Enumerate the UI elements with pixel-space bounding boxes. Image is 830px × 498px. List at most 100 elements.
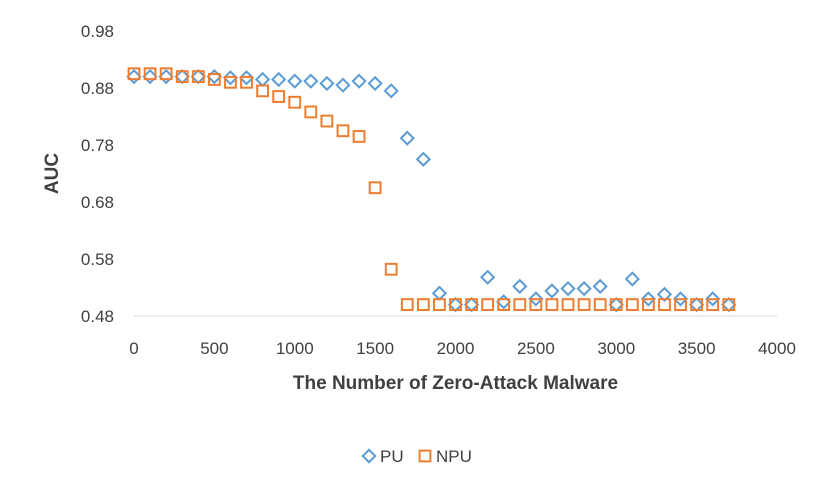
series-npu xyxy=(127,67,736,312)
y-tick-label: 0.78 xyxy=(81,136,114,155)
data-point-npu xyxy=(416,298,430,312)
data-point-npu xyxy=(706,298,720,312)
data-point-pu xyxy=(705,291,721,307)
data-point-pu xyxy=(689,296,705,313)
data-point-pu xyxy=(222,70,239,86)
data-point-npu xyxy=(256,84,270,98)
legend-marker-npu xyxy=(418,449,432,463)
x-tick-label: 4000 xyxy=(758,339,796,358)
data-point-pu xyxy=(158,68,174,85)
data-point-pu xyxy=(721,296,737,313)
data-point-npu xyxy=(352,130,366,143)
y-tick-label: 0.88 xyxy=(81,79,114,98)
data-point-pu xyxy=(303,73,319,89)
data-point-npu xyxy=(642,298,655,312)
legend-label: PU xyxy=(380,447,404,466)
data-point-pu xyxy=(367,75,383,92)
legend-label: NPU xyxy=(436,447,472,466)
data-point-npu xyxy=(449,298,462,312)
data-point-npu xyxy=(513,298,527,312)
data-point-npu xyxy=(207,73,221,86)
data-point-pu xyxy=(319,75,335,92)
data-point-npu xyxy=(191,70,205,83)
data-point-npu xyxy=(722,298,736,312)
data-point-pu xyxy=(463,296,480,313)
data-point-npu xyxy=(400,298,414,312)
legend: PU NPU xyxy=(361,447,472,466)
x-tick-label: 500 xyxy=(200,339,228,358)
data-point-npu xyxy=(497,298,511,312)
data-point-npu xyxy=(320,114,334,128)
legend-item-npu: NPU xyxy=(418,447,472,466)
data-point-npu xyxy=(690,298,704,312)
data-point-pu xyxy=(656,286,673,302)
data-point-pu xyxy=(351,73,367,89)
data-point-pu xyxy=(174,68,190,85)
data-point-npu xyxy=(465,298,478,312)
data-point-npu xyxy=(433,298,446,312)
data-point-pu xyxy=(560,281,576,297)
y-tick-label: 0.98 xyxy=(81,22,114,41)
x-tick-label: 1500 xyxy=(356,339,394,358)
data-point-pu xyxy=(512,278,528,294)
data-point-npu xyxy=(240,75,253,89)
data-point-pu xyxy=(399,130,415,146)
data-point-npu xyxy=(625,298,639,312)
data-point-pu xyxy=(447,296,464,313)
y-tick-label: 0.58 xyxy=(81,250,114,269)
data-point-pu xyxy=(624,271,640,287)
data-point-npu xyxy=(609,298,623,312)
data-point-pu xyxy=(544,283,560,299)
x-axis-title: The Number of Zero-Attack Malware xyxy=(293,373,618,394)
data-point-npu xyxy=(593,298,607,312)
series-layer xyxy=(126,67,737,313)
data-point-npu xyxy=(384,262,398,276)
data-point-pu xyxy=(238,70,255,86)
data-point-npu xyxy=(481,298,495,312)
data-point-pu xyxy=(126,68,142,85)
data-point-pu xyxy=(287,73,303,89)
data-point-pu xyxy=(576,281,592,297)
data-point-npu xyxy=(561,298,575,312)
data-point-npu xyxy=(159,67,173,81)
x-tick-label: 2000 xyxy=(437,339,475,358)
x-tick-label: 1000 xyxy=(276,339,314,358)
series-pu xyxy=(126,68,737,313)
data-point-npu xyxy=(545,298,559,312)
legend-item-pu: PU xyxy=(361,447,404,466)
data-point-pu xyxy=(480,269,496,285)
data-point-pu xyxy=(383,83,399,99)
x-tick-label: 3500 xyxy=(678,339,716,358)
data-point-pu xyxy=(608,296,624,313)
data-point-npu xyxy=(288,95,302,109)
x-axis-ticks: 0 500 1000 1500 2000 2500 3000 3500 4000 xyxy=(129,339,796,358)
y-tick-label: 0.48 xyxy=(81,307,114,326)
data-point-npu xyxy=(577,298,591,312)
data-point-npu xyxy=(658,298,671,312)
x-tick-label: 0 xyxy=(129,339,138,358)
data-point-pu xyxy=(254,71,271,88)
legend-marker-pu xyxy=(361,448,377,464)
y-tick-label: 0.68 xyxy=(81,193,114,212)
data-point-npu xyxy=(529,298,543,312)
data-point-pu xyxy=(415,151,431,167)
data-point-pu xyxy=(496,294,512,310)
data-point-npu xyxy=(143,67,157,81)
y-axis-title: AUC xyxy=(42,153,63,194)
data-point-npu xyxy=(368,181,382,195)
data-point-pu xyxy=(672,291,689,307)
data-point-npu xyxy=(304,105,318,119)
x-tick-label: 2500 xyxy=(517,339,555,358)
data-point-pu xyxy=(592,278,608,294)
data-point-npu xyxy=(175,70,189,83)
data-point-pu xyxy=(431,285,448,301)
data-point-pu xyxy=(206,68,222,85)
data-point-npu xyxy=(336,124,350,138)
data-point-pu xyxy=(528,291,544,307)
data-point-pu xyxy=(190,68,206,85)
data-point-npu xyxy=(674,298,687,312)
data-point-pu xyxy=(640,291,657,307)
x-tick-label: 3000 xyxy=(597,339,635,358)
data-point-npu xyxy=(224,75,237,89)
